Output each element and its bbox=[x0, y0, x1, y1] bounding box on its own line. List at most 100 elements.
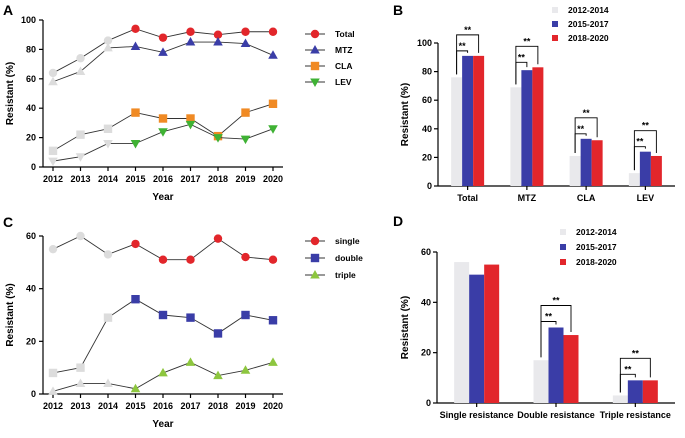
x-tick-label: 2015 bbox=[125, 401, 145, 411]
series-line bbox=[52, 361, 274, 392]
data-point bbox=[186, 114, 195, 123]
y-tick-label: 60 bbox=[422, 95, 432, 105]
data-point bbox=[130, 41, 141, 50]
category-label: Single resistance bbox=[440, 410, 514, 420]
y-tick-label: 0 bbox=[31, 389, 36, 399]
data-point bbox=[241, 27, 250, 36]
data-point bbox=[76, 363, 85, 372]
data-point bbox=[48, 157, 58, 167]
series-2012-2014 bbox=[454, 262, 628, 403]
bar bbox=[473, 55, 485, 187]
significance-label: ** bbox=[523, 36, 531, 46]
legend-swatch bbox=[552, 7, 558, 13]
data-point bbox=[48, 76, 58, 86]
data-point bbox=[268, 255, 278, 264]
data-point bbox=[241, 108, 250, 117]
bar bbox=[548, 327, 564, 403]
legend-marker bbox=[310, 270, 320, 279]
legend-marker bbox=[310, 45, 320, 54]
y-axis-label: Resistant (%) bbox=[5, 62, 16, 125]
data-point bbox=[103, 378, 113, 387]
data-point bbox=[185, 357, 196, 366]
data-point bbox=[75, 378, 86, 387]
series-single bbox=[48, 231, 278, 264]
panel-label: B bbox=[393, 2, 403, 18]
y-tick-label: 40 bbox=[26, 284, 36, 294]
y-tick-label: 0 bbox=[31, 162, 36, 172]
legend-swatch bbox=[560, 244, 566, 250]
y-tick-label: 0 bbox=[426, 398, 431, 408]
significance-label: ** bbox=[464, 25, 472, 35]
bar-chart-b: B 0 20 40 60 80 100 Resistant (%) Total MTZ CLA LEV… bbox=[393, 2, 675, 203]
data-point bbox=[213, 234, 223, 243]
data-point bbox=[213, 134, 223, 143]
data-point bbox=[186, 255, 195, 264]
y-tick-label: 100 bbox=[21, 15, 36, 25]
significance-label: ** bbox=[545, 312, 553, 322]
data-point bbox=[213, 30, 223, 39]
legend-swatch bbox=[560, 259, 566, 265]
data-point bbox=[131, 295, 140, 304]
data-point bbox=[268, 125, 278, 134]
series-lev bbox=[48, 120, 278, 167]
series-2015-2017 bbox=[469, 274, 643, 403]
bar bbox=[628, 173, 640, 186]
data-point bbox=[240, 365, 251, 374]
data-point bbox=[268, 357, 278, 366]
x-tick-label: 2012 bbox=[43, 401, 63, 411]
bar bbox=[510, 87, 522, 186]
significance-label: ** bbox=[636, 137, 644, 147]
y-axis-label: Resistant (%) bbox=[400, 296, 411, 359]
data-point bbox=[103, 42, 113, 52]
y-tick-label: 40 bbox=[421, 297, 431, 307]
legend-swatch bbox=[560, 229, 566, 235]
y-tick-label: 80 bbox=[26, 44, 36, 54]
y-tick-label: 20 bbox=[26, 133, 36, 143]
data-point bbox=[76, 130, 85, 139]
y-tick-label: 60 bbox=[26, 74, 36, 84]
data-point bbox=[240, 135, 251, 145]
category-label: Triple resistance bbox=[600, 410, 671, 420]
legend-marker bbox=[310, 78, 320, 87]
y-tick-label: 60 bbox=[421, 247, 431, 257]
legend-label: double bbox=[335, 253, 363, 263]
legend-label: 2015-2017 bbox=[568, 19, 609, 29]
y-tick-label: 20 bbox=[26, 336, 36, 346]
legend: 2012-2014 2015-2017 2018-2020 bbox=[560, 227, 617, 267]
bar bbox=[532, 67, 544, 186]
data-point bbox=[48, 244, 58, 254]
data-point bbox=[131, 239, 140, 249]
x-tick-label: 2015 bbox=[125, 174, 145, 184]
bar bbox=[521, 70, 533, 186]
bar bbox=[563, 335, 579, 403]
x-tick-label: 2019 bbox=[235, 401, 255, 411]
legend: 2012-2014 2015-2017 2018-2020 bbox=[552, 5, 609, 43]
series-triple bbox=[48, 357, 278, 395]
x-tick-label: 2018 bbox=[208, 174, 228, 184]
legend: Total MTZ CLA LEV bbox=[305, 29, 355, 87]
data-point bbox=[268, 99, 278, 108]
significance-label: ** bbox=[459, 41, 467, 51]
data-point bbox=[130, 383, 141, 393]
bar bbox=[462, 55, 474, 187]
bar bbox=[580, 138, 592, 186]
legend-label: CLA bbox=[335, 61, 352, 71]
panel-label: C bbox=[3, 214, 13, 230]
y-tick-label: 40 bbox=[26, 103, 36, 113]
bar bbox=[591, 140, 603, 186]
legend-swatch bbox=[552, 21, 558, 27]
legend-label: 2018-2020 bbox=[568, 33, 609, 43]
data-point bbox=[103, 36, 113, 45]
data-point bbox=[158, 310, 168, 320]
bar bbox=[650, 155, 662, 186]
x-tick-label: 2019 bbox=[235, 174, 255, 184]
significance-bracket bbox=[619, 357, 651, 393]
significance-label: ** bbox=[518, 52, 526, 62]
line-chart-a: A 0 20 40 60 80 100 2012 2013 2014 2015 2016 2017 201… bbox=[3, 2, 355, 203]
x-tick-label: 2014 bbox=[98, 401, 118, 411]
bar bbox=[451, 77, 463, 186]
series-mtz bbox=[48, 37, 278, 86]
y-tick-label: 80 bbox=[422, 67, 432, 77]
significance-bracket bbox=[540, 305, 572, 358]
x-tick-label: 2013 bbox=[70, 174, 90, 184]
